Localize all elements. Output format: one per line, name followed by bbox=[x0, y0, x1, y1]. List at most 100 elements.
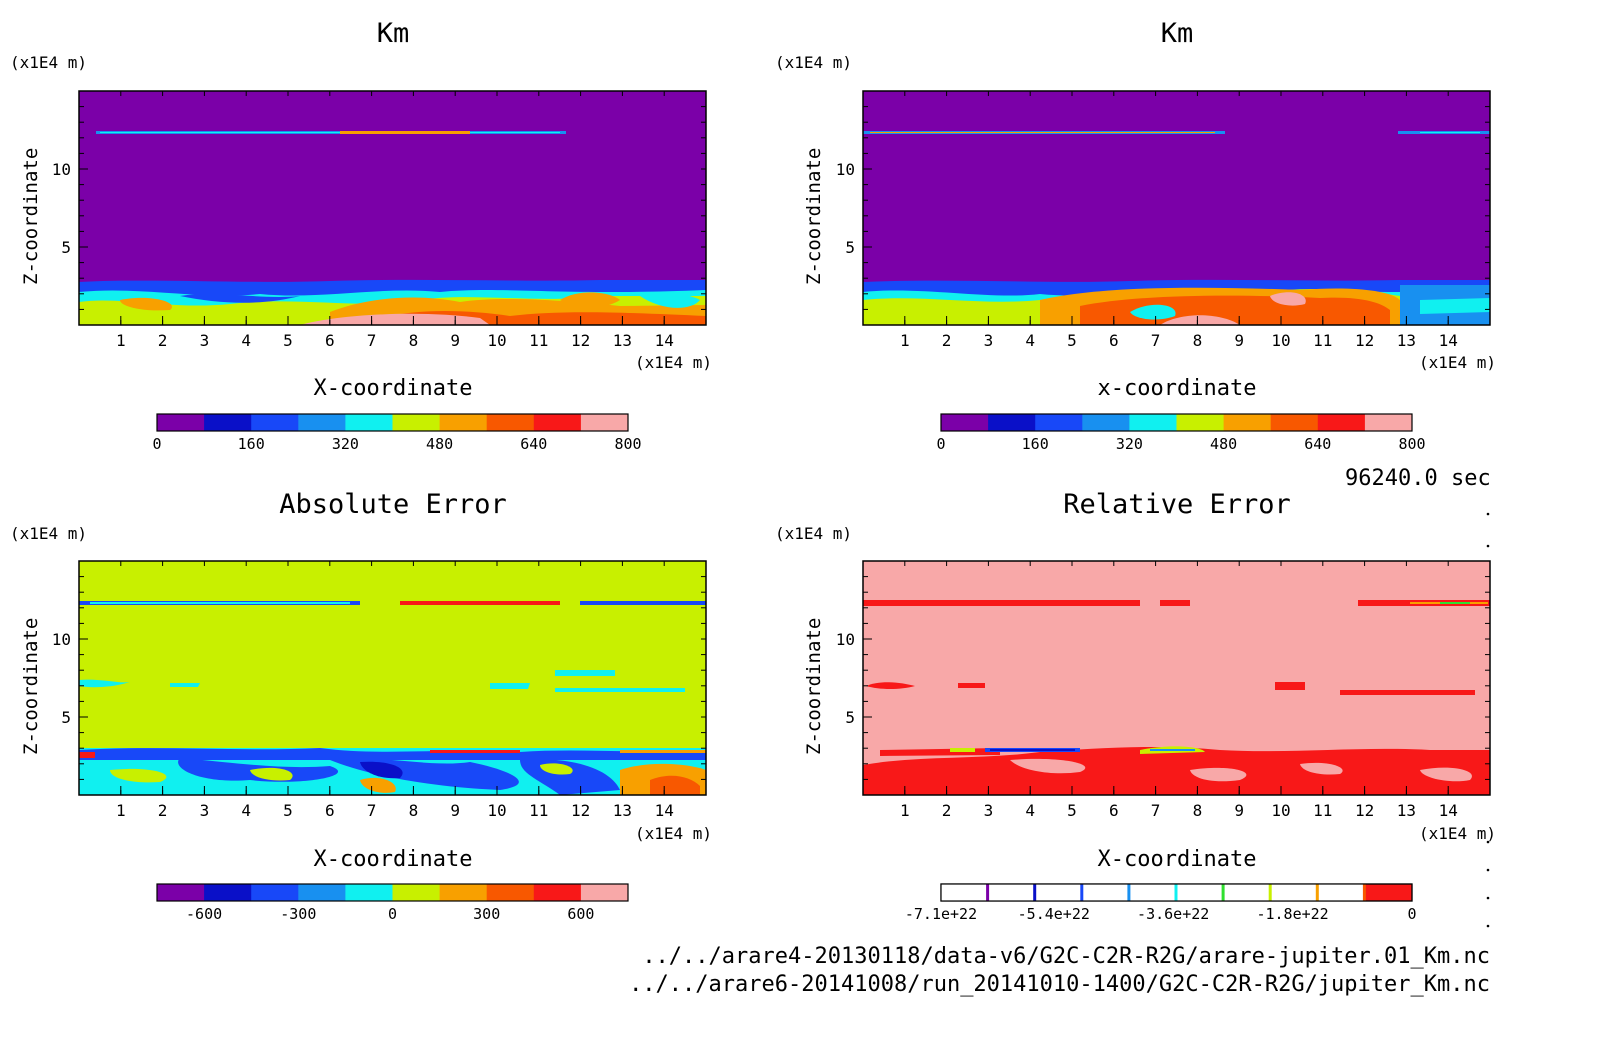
x-tick-label: 1 bbox=[900, 801, 910, 820]
x-tick-label: 9 bbox=[1234, 331, 1244, 350]
colorbar-tick-label: 0 bbox=[388, 905, 397, 923]
x-tick-label: 12 bbox=[1355, 331, 1374, 350]
colorbar-tick-label: 800 bbox=[614, 435, 641, 453]
x-unit-label: (x1E4 m) bbox=[635, 353, 713, 372]
x-tick-label: 9 bbox=[450, 801, 460, 820]
y-tick-label: 10 bbox=[52, 160, 71, 179]
x-tick-label: 2 bbox=[158, 801, 168, 820]
x-tick-label: 5 bbox=[1067, 331, 1077, 350]
y-tick-label: 10 bbox=[836, 160, 855, 179]
x-axis-label: X-coordinate bbox=[313, 847, 473, 872]
colorbar-segment bbox=[345, 884, 393, 901]
colorbar-level-mark bbox=[1362, 884, 1366, 901]
x-tick-label: 14 bbox=[655, 801, 674, 820]
x-tick-label: 10 bbox=[1271, 331, 1290, 350]
colorbar-tick-label: 0 bbox=[152, 435, 161, 453]
colorbar-segment bbox=[1364, 884, 1413, 901]
colorbar-segment bbox=[533, 884, 582, 901]
colorbar-tick-label: 320 bbox=[1116, 435, 1143, 453]
colorbar-tick-label: -300 bbox=[280, 905, 316, 923]
colorbar-tick-label: 320 bbox=[332, 435, 359, 453]
colorbar-tick-label: -600 bbox=[186, 905, 222, 923]
x-tick-label: 14 bbox=[1439, 801, 1458, 820]
colorbar-segment bbox=[204, 884, 252, 901]
colorbar-segment bbox=[251, 884, 299, 901]
x-tick-label: 7 bbox=[367, 331, 377, 350]
colorbar-tick-label: 640 bbox=[1304, 435, 1331, 453]
x-tick-label: 5 bbox=[1067, 801, 1077, 820]
colorbar-frame bbox=[940, 413, 1413, 432]
x-tick-label: 13 bbox=[1397, 331, 1416, 350]
y-tick-label: 5 bbox=[61, 708, 71, 727]
colorbar-segment bbox=[1035, 414, 1083, 431]
colorbar-frame bbox=[156, 413, 629, 432]
colorbar-tick-label: 0 bbox=[936, 435, 945, 453]
x-unit-label: (x1E4 m) bbox=[1419, 353, 1497, 372]
x-tick-label: 10 bbox=[487, 801, 506, 820]
y-tick-label: 5 bbox=[845, 708, 855, 727]
field-panel-3 bbox=[863, 561, 1490, 795]
colorbar-level-mark bbox=[1033, 884, 1037, 901]
x-tick-label: 13 bbox=[1397, 801, 1416, 820]
colorbar-tick-label: 800 bbox=[1398, 435, 1425, 453]
colorbar-segment bbox=[157, 414, 205, 431]
x-tick-label: 9 bbox=[1234, 801, 1244, 820]
x-tick-label: 14 bbox=[1439, 331, 1458, 350]
colorbar-segment bbox=[486, 884, 535, 901]
plot-frame bbox=[862, 560, 1491, 796]
colorbar-segment bbox=[1176, 414, 1225, 431]
plot-frame bbox=[862, 90, 1491, 326]
colorbar-frame bbox=[940, 883, 1413, 902]
x-tick-label: 7 bbox=[367, 801, 377, 820]
x-tick-label: 3 bbox=[984, 331, 994, 350]
file-path-2: ../../arare6-20141008/run_20141010-1400/… bbox=[629, 972, 1490, 997]
x-tick-label: 10 bbox=[1271, 801, 1290, 820]
colorbar-segment bbox=[298, 414, 346, 431]
x-tick-label: 1 bbox=[116, 331, 126, 350]
colorbar-segment bbox=[392, 884, 441, 901]
colorbar-frame bbox=[156, 883, 629, 902]
x-tick-label: 11 bbox=[1313, 331, 1332, 350]
x-tick-label: 10 bbox=[487, 331, 506, 350]
x-axis-label: X-coordinate bbox=[1097, 847, 1257, 872]
y-unit-label: (x1E4 m) bbox=[10, 524, 88, 543]
colorbar-tick-label: 640 bbox=[520, 435, 547, 453]
x-tick-label: 12 bbox=[571, 331, 590, 350]
x-tick-label: 8 bbox=[1193, 801, 1203, 820]
x-tick-label: 3 bbox=[200, 331, 210, 350]
x-tick-label: 6 bbox=[325, 331, 335, 350]
margin-dot bbox=[1486, 544, 1490, 548]
margin-dot bbox=[1486, 868, 1490, 872]
colorbar-segment bbox=[345, 414, 393, 431]
panel-title: Relative Error bbox=[1063, 489, 1291, 520]
colorbar-segment bbox=[1270, 414, 1319, 431]
colorbar-segment bbox=[988, 414, 1036, 431]
x-tick-label: 6 bbox=[1109, 801, 1119, 820]
colorbar-level-mark bbox=[1127, 884, 1131, 901]
colorbar-segment bbox=[1129, 414, 1177, 431]
x-tick-label: 1 bbox=[116, 801, 126, 820]
colorbar-level-mark bbox=[1315, 884, 1319, 901]
x-tick-label: 14 bbox=[655, 331, 674, 350]
x-tick-label: 2 bbox=[942, 331, 952, 350]
x-tick-label: 11 bbox=[529, 331, 548, 350]
colorbar-segment bbox=[157, 884, 205, 901]
colorbar-segment bbox=[1223, 414, 1272, 431]
colorbar-tick-label: -7.1e+22 bbox=[905, 905, 977, 923]
margin-dot bbox=[1486, 924, 1490, 928]
field-panel-1 bbox=[863, 91, 1490, 325]
x-tick-label: 7 bbox=[1151, 801, 1161, 820]
margin-dot bbox=[1486, 896, 1490, 900]
x-tick-label: 11 bbox=[529, 801, 548, 820]
y-tick-label: 5 bbox=[61, 238, 71, 257]
x-axis-label: X-coordinate bbox=[313, 376, 473, 401]
colorbar-segment bbox=[298, 884, 346, 901]
x-axis-label: x-coordinate bbox=[1097, 376, 1257, 401]
colorbar-level-mark bbox=[1174, 884, 1178, 901]
colorbar-tick-label: 480 bbox=[1210, 435, 1237, 453]
colorbar-segment bbox=[580, 414, 629, 431]
x-tick-label: 9 bbox=[450, 331, 460, 350]
x-tick-label: 5 bbox=[283, 801, 293, 820]
x-tick-label: 12 bbox=[1355, 801, 1374, 820]
